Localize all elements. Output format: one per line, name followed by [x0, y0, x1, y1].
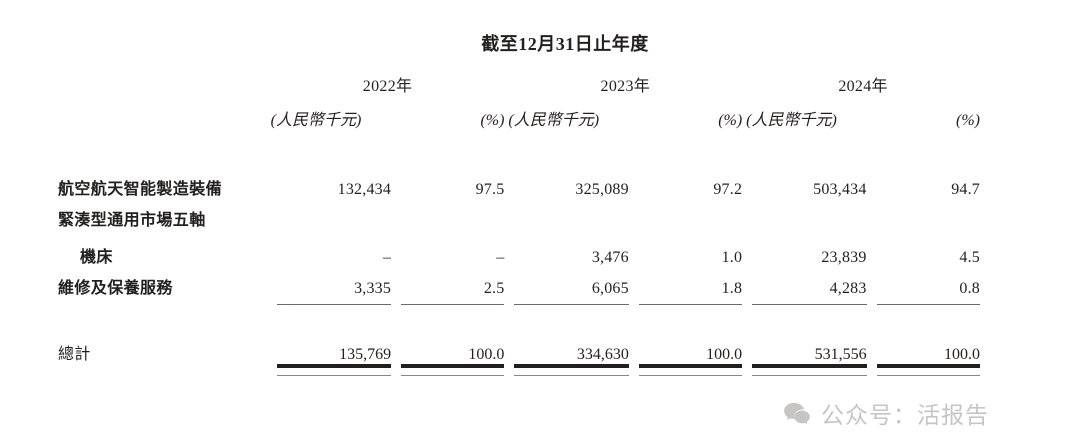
- column-unit-percent-2023: (%): [718, 112, 743, 129]
- table-title: 截至12月31日止年度: [0, 30, 1080, 56]
- column-unit-amount-2023: (人民幣千元): [508, 112, 600, 129]
- column-unit-percent-2024: (%): [956, 112, 980, 129]
- cell-total-2022-percent: 100.0: [393, 334, 506, 376]
- blank-cell: [631, 199, 744, 230]
- cell-five-axis-2022-percent: –: [496, 249, 505, 266]
- header-body-spacer: [58, 130, 982, 168]
- cell-maintenance-2023-amount: 6,065: [506, 267, 630, 305]
- row-label-aerospace: 航空航天智能製造裝備: [58, 181, 223, 198]
- table-row: 維修及保養服務 3,335 2.5 6,065 1.8 4,283 0.8: [58, 267, 982, 305]
- table-header: 2022年 2023年 2024年 (人民幣千元) (%) (人民幣千元) (%…: [58, 66, 982, 130]
- spacer-cell: [58, 130, 982, 168]
- column-header-year-2024: 2024年: [838, 78, 888, 95]
- table-title-text: 截至12月31日止年度: [481, 34, 649, 54]
- header-row-units: (人民幣千元) (%) (人民幣千元) (%) (人民幣千元) (%): [58, 96, 982, 130]
- column-header-year-2022: 2022年: [362, 78, 413, 95]
- cell-total-2024-percent: 100.0: [869, 334, 982, 376]
- row-label-compact-five-axis-line1: 緊湊型通用市場五軸: [58, 212, 206, 229]
- column-unit-amount-2022: (人民幣千元): [270, 112, 362, 129]
- watermark: 公众号：活报告: [782, 396, 989, 430]
- cell-total-2022-amount: 135,769: [269, 334, 393, 376]
- cell-total-2024-amount: 531,556: [744, 334, 868, 376]
- cell-maintenance-2022-percent: 2.5: [393, 267, 506, 305]
- wechat-icon: [782, 398, 812, 428]
- cell-aerospace-2022-percent: 97.5: [475, 181, 505, 198]
- watermark-text: 公众号：活报告: [821, 403, 989, 429]
- row-label-compact-five-axis-line2: 機床: [80, 249, 113, 266]
- cell-aerospace-2024-percent: 94.7: [951, 181, 980, 198]
- cell-aerospace-2022-amount: 132,434: [337, 181, 392, 198]
- revenue-breakdown-table: 2022年 2023年 2024年 (人民幣千元) (%) (人民幣千元) (%…: [58, 66, 982, 376]
- cell-five-axis-2023-amount: 3,476: [591, 249, 629, 266]
- column-unit-percent-2022: (%): [480, 112, 505, 129]
- cell-total-2023-percent: 100.0: [631, 334, 744, 376]
- blank-cell: [269, 199, 393, 230]
- column-header-year-2023: 2023年: [600, 78, 651, 95]
- table-body: 航空航天智能製造裝備 132,434 97.5 325,089 97.2 503…: [58, 130, 982, 376]
- table-row-wrap-first-line: 緊湊型通用市場五軸: [58, 199, 982, 230]
- cell-aerospace-2023-percent: 97.2: [713, 181, 743, 198]
- header-row-years: 2022年 2023年 2024年: [58, 66, 982, 96]
- blank-cell: [393, 199, 506, 230]
- cell-five-axis-2023-percent: 1.0: [721, 249, 743, 266]
- cell-maintenance-2024-percent: 0.8: [869, 267, 982, 305]
- cell-five-axis-2024-amount: 23,839: [821, 249, 867, 266]
- table-total-row: 總計 135,769 100.0 334,630 100.0 531,556 1…: [58, 334, 982, 376]
- blank-cell: [869, 199, 982, 230]
- column-unit-amount-2024: (人民幣千元): [746, 112, 837, 129]
- cell-maintenance-2022-amount: 3,335: [269, 267, 393, 305]
- cell-maintenance-2023-percent: 1.8: [631, 267, 744, 305]
- cell-five-axis-2022-amount: –: [382, 249, 392, 266]
- row-label-total: 總計: [58, 346, 91, 363]
- header-corner-blank: [58, 66, 269, 96]
- cell-maintenance-2024-amount: 4,283: [744, 267, 868, 305]
- row-label-maintenance: 維修及保養服務: [58, 280, 173, 297]
- blank-cell: [506, 199, 630, 230]
- cell-aerospace-2024-amount: 503,434: [813, 181, 867, 198]
- cell-five-axis-2024-percent: 4.5: [959, 249, 980, 266]
- cell-total-2023-amount: 334,630: [506, 334, 630, 376]
- header-units-blank: [58, 96, 269, 130]
- cell-aerospace-2023-amount: 325,089: [575, 181, 629, 198]
- blank-cell: [744, 199, 868, 230]
- table-row: 航空航天智能製造裝備 132,434 97.5 325,089 97.2 503…: [58, 168, 982, 199]
- table-row: 機床 – – 3,476 1.0 23,839 4.5: [58, 230, 982, 267]
